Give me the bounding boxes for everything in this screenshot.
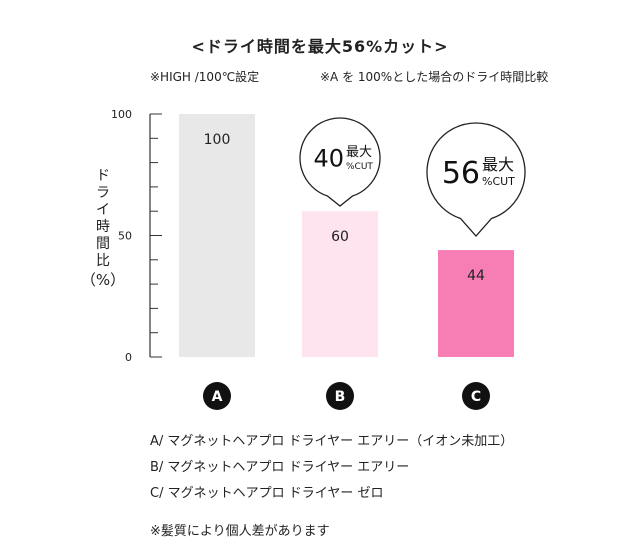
callout-bubble-c — [426, 122, 526, 237]
legend-item-c: C/ マグネットヘアプロ ドライヤー ゼロ — [150, 486, 384, 501]
category-label: A — [212, 389, 223, 405]
callout-max-label: 最大 — [346, 145, 372, 160]
note-comparison: ※A を 100%とした場合のドライ時間比較 — [320, 70, 549, 84]
callout-cut-label: %CUT — [482, 175, 515, 188]
callout-number: 40 — [313, 145, 344, 173]
legend-item-a: A/ マグネットヘアプロ ドライヤー エアリー（イオン未加工） — [150, 434, 514, 449]
legend-item-b: B/ マグネットヘアプロ ドライヤー エアリー — [150, 460, 410, 475]
y-axis-unit: （%） — [81, 271, 125, 289]
category-label: C — [471, 389, 481, 405]
chart-title: <ドライ時間を最大56%カット> — [191, 37, 449, 56]
callout-cut-label: %CUT — [346, 162, 373, 172]
bar-value-label: 100 — [204, 132, 231, 148]
note-settings: ※HIGH /100℃設定 — [150, 70, 260, 84]
callout-max-label: 最大 — [482, 155, 514, 174]
category-badge — [203, 382, 231, 410]
y-axis-label-char: ラ — [96, 185, 110, 201]
y-axis-label-char: イ — [96, 202, 110, 218]
category-badge — [462, 382, 490, 410]
y-axis-label-char: 比 — [96, 253, 110, 269]
bar-b — [302, 211, 378, 357]
y-tick-label: 100 — [111, 108, 132, 121]
category-badge — [326, 382, 354, 410]
y-tick-label: 50 — [118, 230, 132, 243]
y-tick-label: 0 — [125, 351, 132, 364]
footnote: ※髪質により個人差があります — [150, 524, 330, 539]
bar-c — [438, 250, 514, 357]
y-axis-label-char: 間 — [96, 236, 110, 252]
bar-a — [179, 114, 255, 357]
bar-value-label: 44 — [467, 268, 485, 284]
callout-bubble-b — [299, 117, 381, 207]
category-label: B — [335, 389, 346, 405]
bar-value-label: 60 — [331, 229, 349, 245]
y-axis-label-char: ド — [96, 168, 110, 184]
y-axis-label-char: 時 — [96, 219, 110, 235]
callout-number: 56 — [442, 156, 480, 191]
